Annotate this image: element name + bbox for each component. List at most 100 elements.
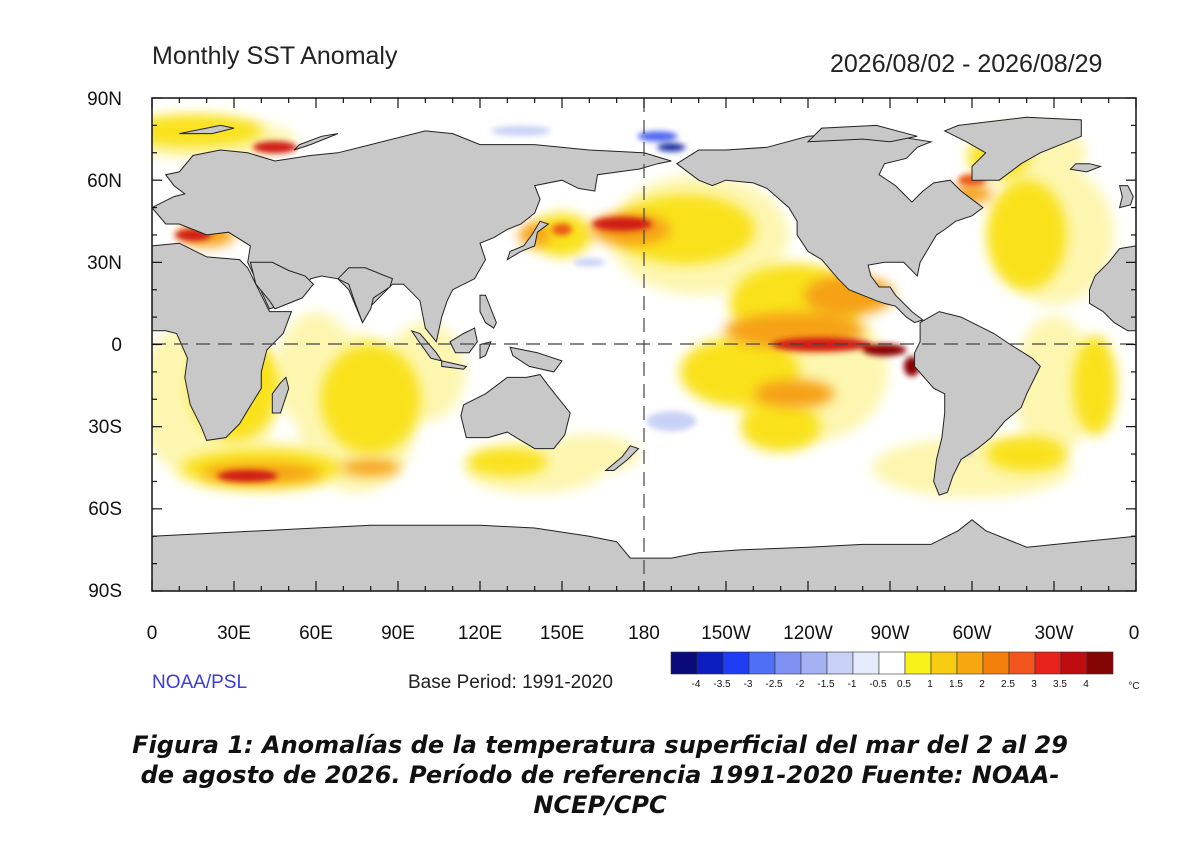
lon-axis: 0 30E 60E 90E 120E 150E 180 150W 120W 90… bbox=[147, 623, 1140, 644]
british-isles-landmass bbox=[1118, 185, 1134, 209]
novaya-zemlya-landmass bbox=[293, 133, 339, 151]
lat-label: 30S bbox=[88, 417, 122, 438]
anomaly-patch-very-strong bbox=[217, 469, 278, 482]
colorbar-swatch bbox=[1060, 651, 1088, 675]
colorbar-swatch bbox=[930, 651, 958, 675]
india-landmass bbox=[337, 267, 394, 324]
anomaly-patch-extreme bbox=[862, 343, 907, 356]
anomaly-patch-strong bbox=[340, 459, 401, 476]
lat-axis: 90N 60N 30N 0 30S 60S 90S bbox=[87, 89, 122, 602]
colorbar-tick-label: 1.5 bbox=[949, 679, 963, 690]
anomaly-patch-very-strong bbox=[253, 141, 297, 154]
lon-label: 180 bbox=[628, 623, 660, 644]
anomaly-patch-moderate bbox=[615, 194, 755, 265]
lat-label: 90N bbox=[87, 89, 122, 110]
colorbar-ticks: -4 -3.5 -3 -2.5 -2 -1.5 -1 -0.5 0.5 1 1.… bbox=[692, 679, 1140, 692]
java-landmass bbox=[441, 360, 468, 370]
colorbar-swatch bbox=[670, 651, 698, 675]
cool-anomaly-patch bbox=[491, 125, 551, 136]
new-guinea-landmass bbox=[509, 346, 563, 373]
colorbar-swatch bbox=[774, 651, 802, 675]
anomaly-patch-moderate bbox=[740, 401, 821, 452]
colorbar-swatches bbox=[670, 651, 1114, 675]
lon-label: 60W bbox=[952, 623, 991, 644]
antarctica-landmass bbox=[152, 519, 1136, 591]
map-panel bbox=[152, 98, 1136, 591]
borneo-landmass bbox=[449, 327, 478, 354]
lon-label: 30E bbox=[217, 623, 251, 644]
africa-west-landmass bbox=[1089, 245, 1136, 332]
cool-anomaly-patch bbox=[637, 131, 678, 142]
sulawesi-landmass bbox=[479, 341, 492, 360]
anomaly-patch-moderate bbox=[320, 344, 421, 455]
colorbar-tick-label: 3.5 bbox=[1053, 679, 1067, 690]
lon-label: 120W bbox=[783, 623, 833, 644]
caption-line: de agosto de 2026. Período de referencia… bbox=[140, 761, 1060, 789]
lon-label: 90E bbox=[381, 623, 415, 644]
anomaly-patch-very-strong bbox=[592, 216, 653, 231]
base-period-label: Base Period: 1991-2020 bbox=[408, 672, 613, 693]
madagascar-landmass bbox=[271, 376, 290, 414]
lon-label: 0 bbox=[147, 623, 158, 644]
lon-label: 150W bbox=[701, 623, 751, 644]
colorbar-swatch bbox=[748, 651, 776, 675]
axis-ticks bbox=[151, 97, 1137, 592]
anomaly-patch-moderate bbox=[467, 448, 548, 477]
colorbar-swatch bbox=[1086, 651, 1114, 675]
lon-label: 60E bbox=[299, 623, 333, 644]
colorbar-tick-label: -0.5 bbox=[869, 679, 887, 690]
lon-label: 0 bbox=[1129, 623, 1140, 644]
colorbar-tick-label: 3 bbox=[1031, 679, 1037, 690]
colorbar-tick-label: 4 bbox=[1083, 679, 1089, 690]
colorbar-tick-label: -2 bbox=[796, 679, 805, 690]
colorbar-swatch bbox=[696, 651, 724, 675]
colorbar-swatch bbox=[956, 651, 984, 675]
north-america-landmass bbox=[675, 133, 984, 324]
cool-anomaly-patch bbox=[573, 258, 606, 267]
figure-caption: Figura 1: Anomalías de la temperatura su… bbox=[40, 730, 1160, 820]
colorbar-swatch bbox=[1034, 651, 1062, 675]
colorbar-tick-label: -4 bbox=[692, 679, 701, 690]
colorbar: -4 -3.5 -3 -2.5 -2 -1.5 -1 -0.5 0.5 1 1.… bbox=[670, 651, 1140, 692]
colorbar-swatch bbox=[904, 651, 932, 675]
colorbar-unit: °C bbox=[1128, 681, 1139, 692]
australia-landmass bbox=[460, 374, 571, 450]
anomaly-patch-moderate bbox=[1073, 335, 1117, 436]
iceland-landmass bbox=[1069, 163, 1103, 173]
japan-landmass bbox=[506, 220, 550, 261]
anomaly-patch-strong bbox=[754, 379, 835, 408]
lat-label: 0 bbox=[111, 335, 122, 356]
colorbar-swatch bbox=[826, 651, 854, 675]
land-masses bbox=[152, 116, 1136, 591]
africa-landmass bbox=[152, 242, 293, 441]
lon-label: 120E bbox=[458, 623, 502, 644]
lon-label: 150E bbox=[540, 623, 584, 644]
colorbar-swatch bbox=[1008, 651, 1036, 675]
sst-anomaly-field bbox=[152, 114, 1136, 591]
colorbar-tick-label: 2 bbox=[979, 679, 985, 690]
arabia-landmass bbox=[249, 261, 314, 310]
anomaly-patch-moderate bbox=[986, 179, 1067, 290]
south-america-landmass bbox=[914, 311, 1041, 496]
colorbar-swatch bbox=[852, 651, 880, 675]
colorbar-tick-label: 0.5 bbox=[897, 679, 911, 690]
colorbar-tick-label: 1 bbox=[927, 679, 933, 690]
lat-label: 60N bbox=[87, 171, 122, 192]
anomaly-patch-moderate bbox=[986, 436, 1067, 473]
chart-title: Monthly SST Anomaly bbox=[152, 42, 398, 70]
lon-label: 90W bbox=[870, 623, 909, 644]
philippines-landmass bbox=[479, 294, 497, 329]
date-range: 2026/08/02 - 2026/08/29 bbox=[830, 50, 1103, 78]
lat-label: 90S bbox=[88, 581, 122, 602]
new-zealand-landmass bbox=[604, 445, 640, 471]
anomaly-patch-very-strong bbox=[552, 223, 572, 236]
lat-label: 60S bbox=[88, 499, 122, 520]
greenland-landmass bbox=[943, 116, 1082, 181]
cool-anomaly-patch bbox=[646, 411, 697, 432]
lon-label: 30W bbox=[1034, 623, 1073, 644]
colorbar-tick-label: -1 bbox=[848, 679, 857, 690]
arctic-archipelago-landmass bbox=[806, 124, 918, 143]
colorbar-tick-label: -3.5 bbox=[713, 679, 731, 690]
caption-line: NCEP/CPC bbox=[533, 791, 667, 819]
